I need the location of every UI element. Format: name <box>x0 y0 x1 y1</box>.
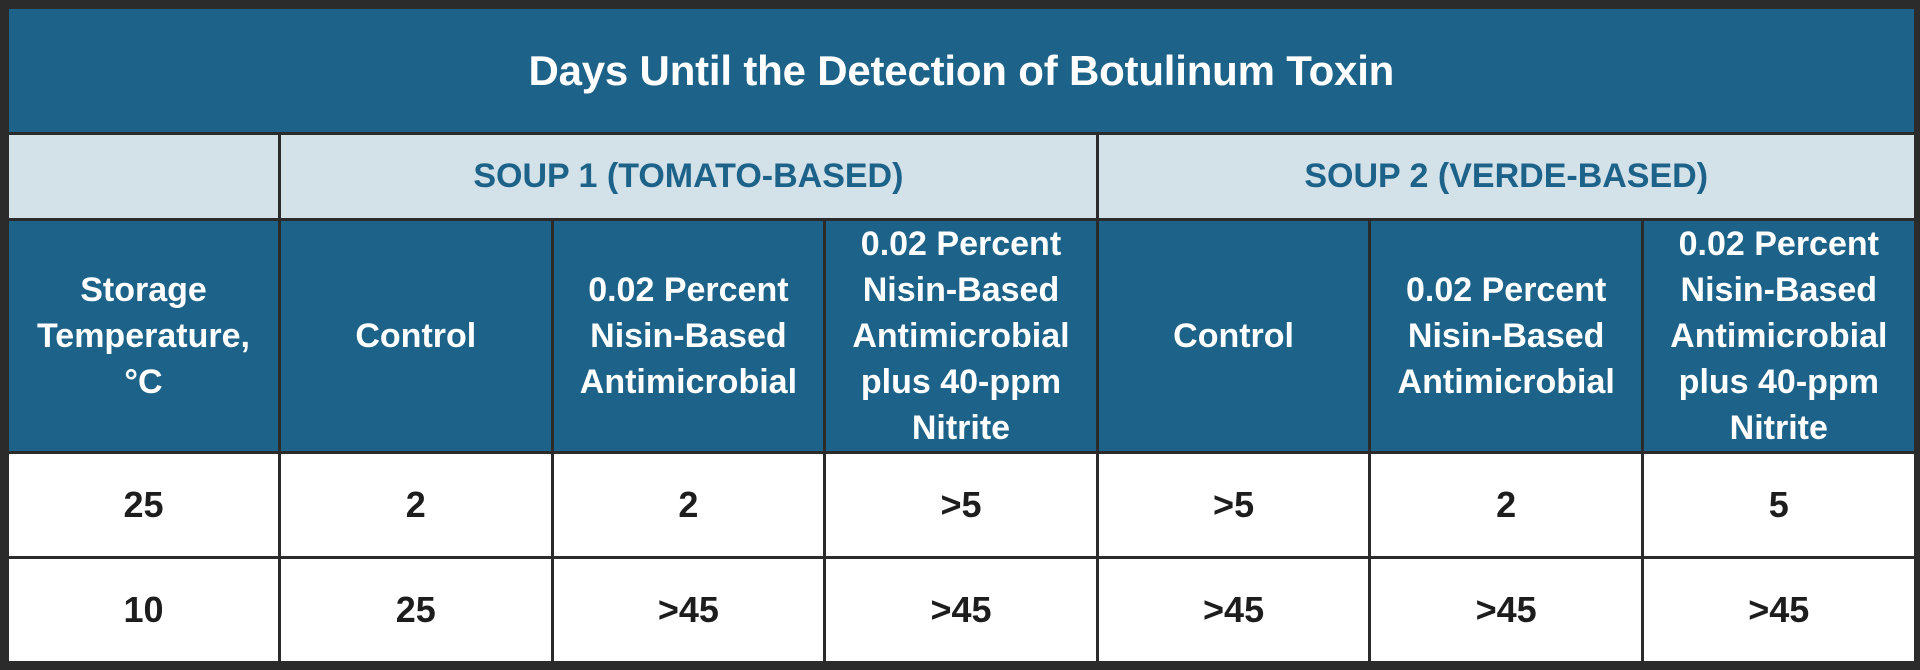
group-header-soup-2: SOUP 2 (VERDE-BASED) <box>1095 132 1917 221</box>
group-header-empty <box>6 132 281 221</box>
group-header-row: SOUP 1 (TOMATO-BASED) SOUP 2 (VERDE-BASE… <box>6 132 1917 221</box>
column-header-soup1-nisin: 0.02 Percent Nisin-Based Antimicrobial <box>550 218 827 454</box>
table-row: 25 2 2 >5 >5 2 5 <box>6 451 1917 559</box>
table-cell: >5 <box>823 451 1099 559</box>
column-header-soup2-nisin: 0.02 Percent Nisin-Based Antimicrobial <box>1368 218 1644 454</box>
table-title: Days Until the Detection of Botulinum To… <box>6 6 1917 135</box>
table-cell: 5 <box>1640 451 1917 559</box>
table-cell: >45 <box>1095 556 1372 664</box>
column-header-soup1-control: Control <box>278 218 554 454</box>
table-cell: 25 <box>278 556 554 664</box>
group-header-soup-1: SOUP 1 (TOMATO-BASED) <box>278 132 1099 221</box>
column-header-row: Storage Temperature, °C Control 0.02 Per… <box>6 218 1917 454</box>
table-cell: >45 <box>823 556 1099 664</box>
column-header-soup2-control: Control <box>1095 218 1372 454</box>
table-cell-temperature: 25 <box>6 451 281 559</box>
title-row: Days Until the Detection of Botulinum To… <box>6 6 1917 135</box>
table-row: 10 25 >45 >45 >45 >45 >45 <box>6 556 1917 664</box>
table-cell: >45 <box>550 556 827 664</box>
table-cell: 2 <box>278 451 554 559</box>
table-cell: >5 <box>1095 451 1372 559</box>
botulinum-toxin-table: Days Until the Detection of Botulinum To… <box>6 6 1917 664</box>
column-header-soup2-nisin-nitrite: 0.02 Percent Nisin-Based Antimicrobial p… <box>1640 218 1917 454</box>
table-cell: 2 <box>550 451 827 559</box>
table-cell: >45 <box>1640 556 1917 664</box>
table-cell-temperature: 10 <box>6 556 281 664</box>
table-cell: 2 <box>1368 451 1644 559</box>
column-header-soup1-nisin-nitrite: 0.02 Percent Nisin-Based Antimicrobial p… <box>823 218 1099 454</box>
column-header-storage-temperature: Storage Temperature, °C <box>6 218 281 454</box>
table-cell: >45 <box>1368 556 1644 664</box>
